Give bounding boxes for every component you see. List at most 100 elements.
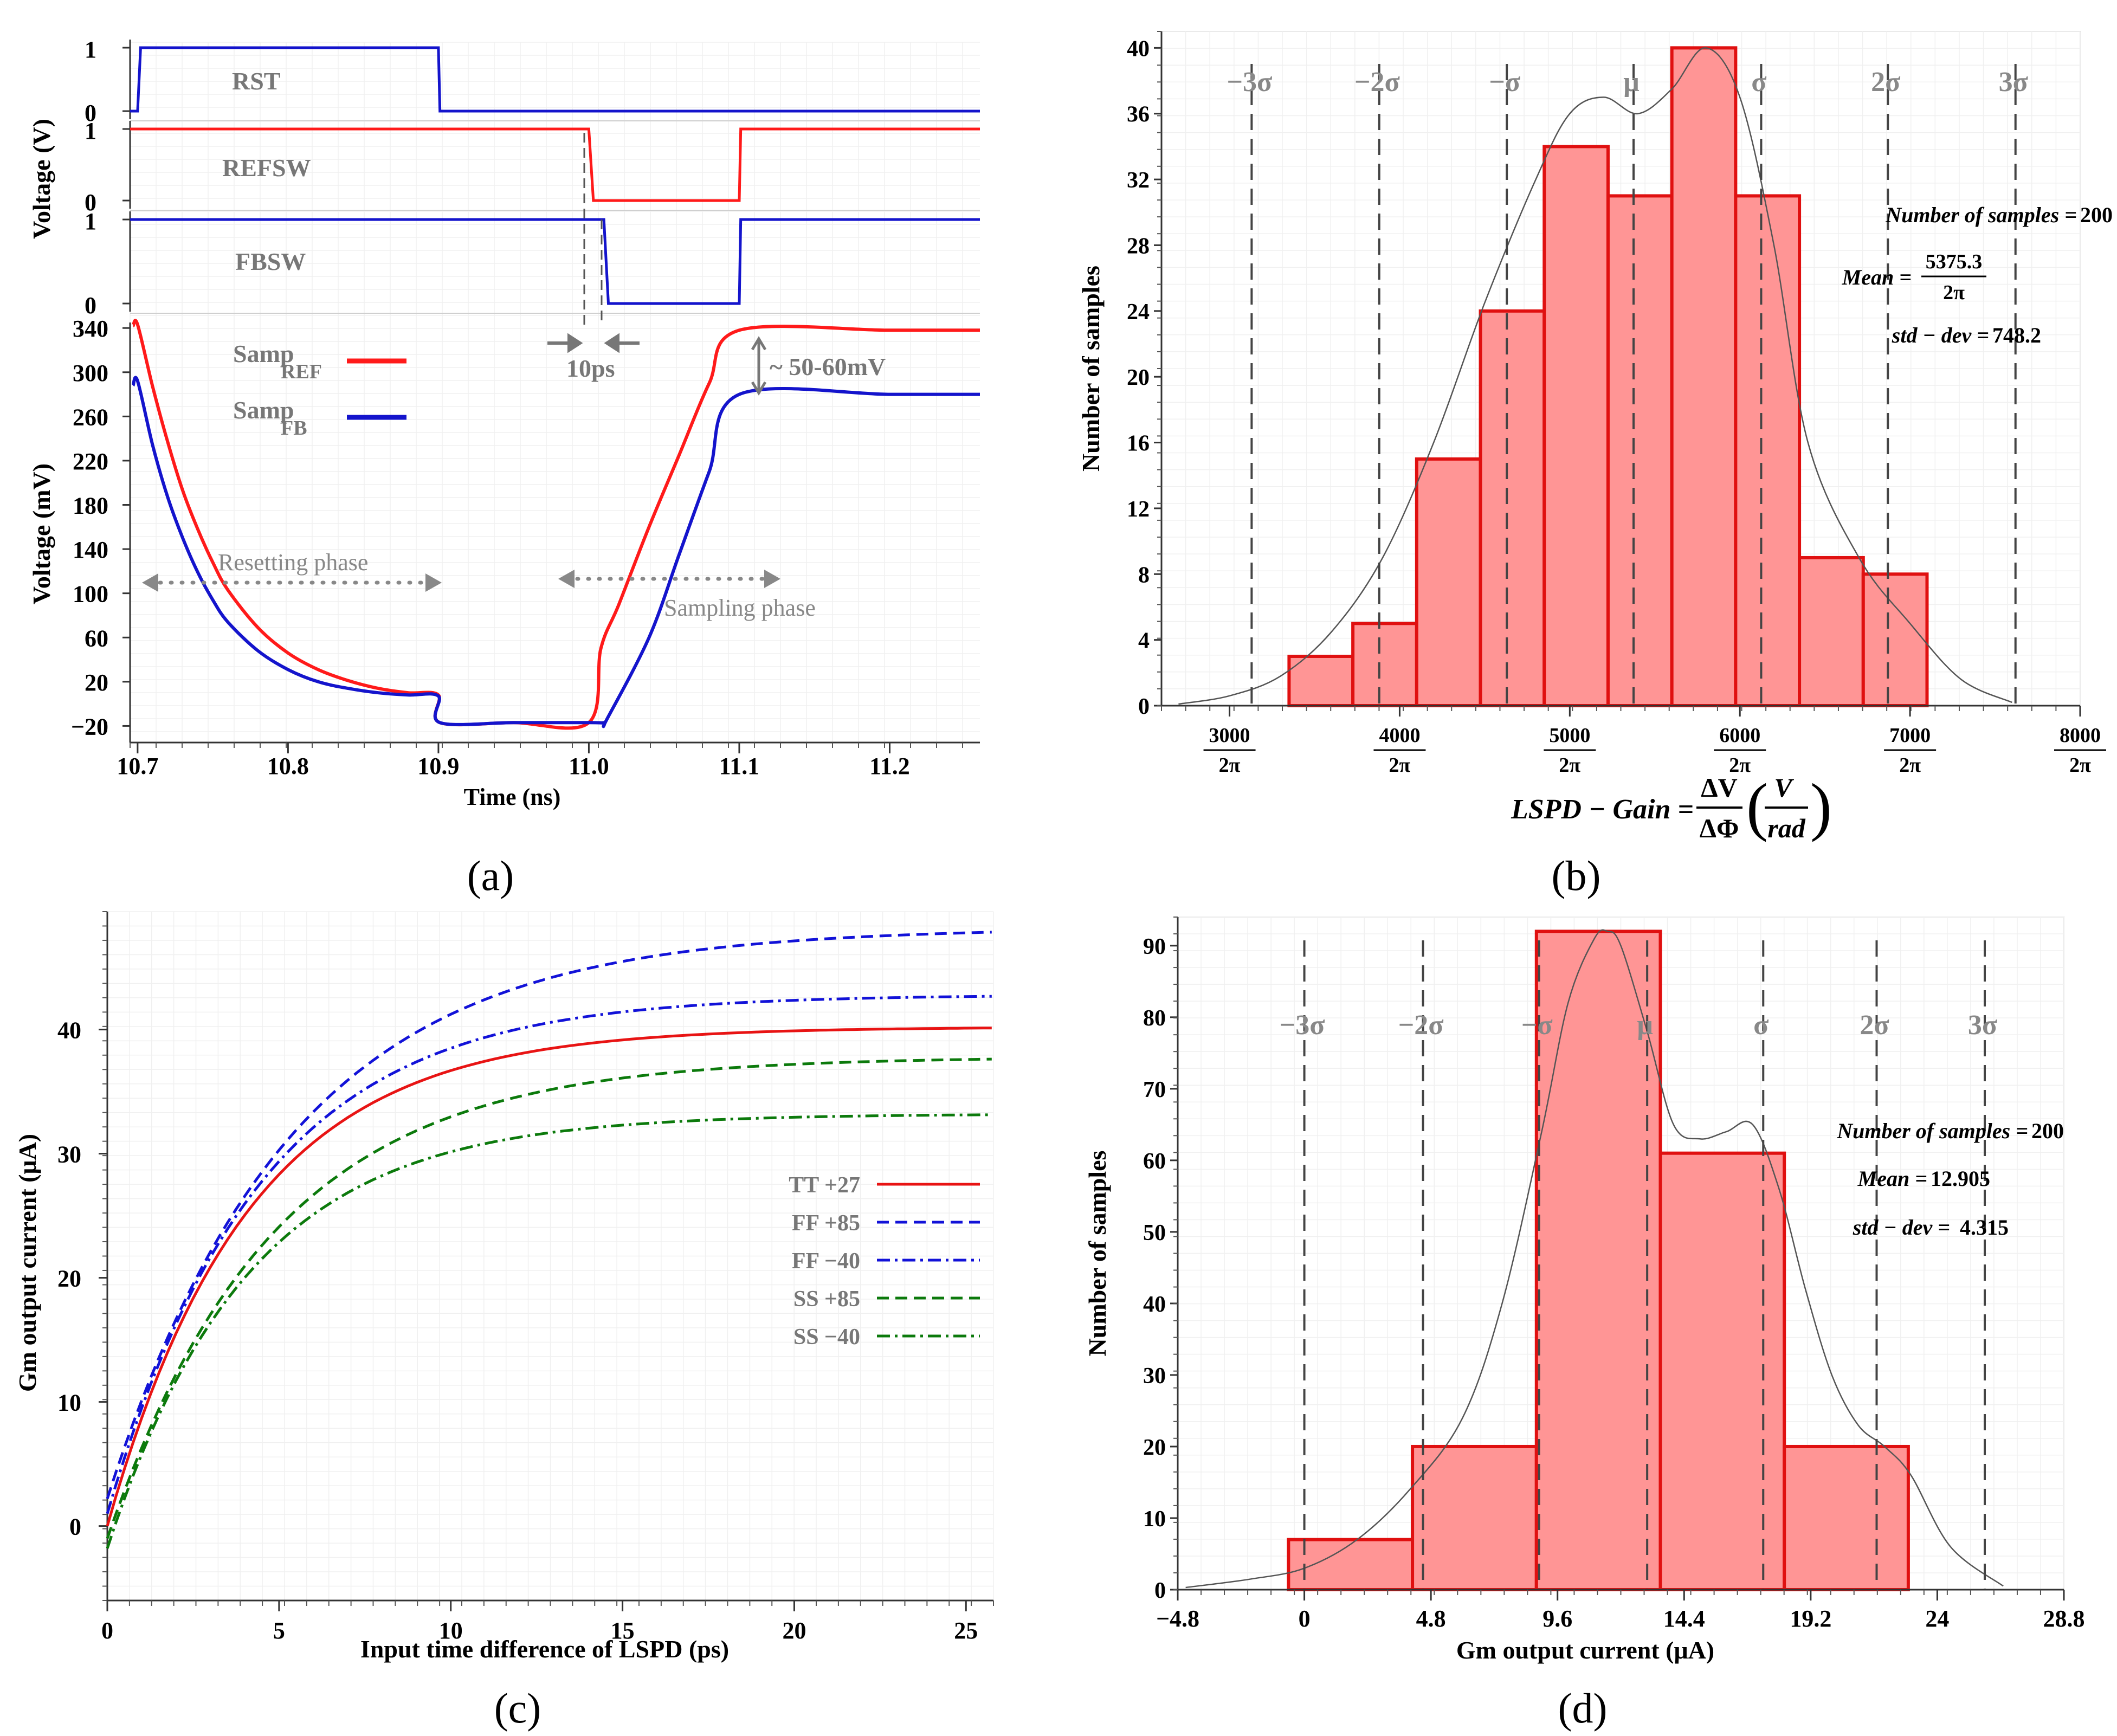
series-line-1 [106,931,992,1499]
series-line-3 [106,1057,992,1539]
x-tick-label-denominator: 2π [1219,754,1241,777]
analog-y-tick-label: 340 [73,315,108,342]
x-tick-label: 10.7 [117,753,158,779]
stat-std-value: 4.315 [1960,1215,2009,1240]
digital-signal-label-rst: RST [232,67,280,95]
y-tick-label: 4 [1138,629,1150,654]
histogram-bar [1351,622,1418,708]
sigma-label: −2σ [1354,67,1400,98]
y-axis-title: Gm output current (μA) [14,1134,41,1392]
sigma-label: 3σ [1999,67,2028,98]
delay-arrow-left [547,333,583,353]
x-tick-label: 4.8 [1416,1605,1446,1632]
y-tick-label: 36 [1127,102,1150,127]
y-tick-label: 70 [1143,1077,1166,1102]
sampling-arrow-head-right [764,570,780,588]
digital-tick-label-high: 1 [85,118,96,144]
analog-y-tick-label: 300 [73,360,108,386]
y-tick-label: 60 [1143,1149,1166,1174]
panel-c: 0 5 10 15 20 25 0 10 20 30 40 Input time difference… [14,911,994,1663]
x-tick-label: 14.4 [1663,1605,1705,1632]
x-axis-title-lhs: LSPD − Gain = [1511,794,1694,825]
digital-signal-rst [130,46,980,113]
y-tick-label: 90 [1143,934,1166,959]
stat-samples-value: 200 [2031,1119,2064,1143]
x-axis-title: Time (ns) [464,784,561,810]
x-tick-label: 11.1 [719,753,760,779]
delay-label: 10ps [566,354,615,382]
y-tick-label: 0 [1138,694,1150,719]
x-tick-label-numerator: 7000 [1889,724,1931,747]
y-tick-label: 8 [1138,563,1150,588]
sigma-label: 3σ [1968,1010,1997,1041]
x-tick-label: 20 [782,1617,806,1644]
panel-label-c: (c) [494,1685,541,1732]
series-line-4 [106,1113,992,1549]
legend-label: SS +85 [793,1287,860,1312]
x-tick-label: −4.8 [1156,1605,1199,1632]
digital-signal-refsw [130,127,980,202]
sampling-label: Sampling phase [664,595,816,621]
y-tick-label: 10 [57,1390,81,1416]
legend-label: FF +85 [792,1211,860,1236]
x-axis-title-denominator: ΔΦ [1700,813,1739,843]
x-tick-label: 10.8 [267,753,309,779]
y-tick-label: 20 [57,1266,81,1292]
histogram-bar [1798,556,1865,708]
histogram-bar [1670,46,1738,708]
stat-mean-label: Mean = [1857,1166,1927,1191]
stat-samples-value: 200 [2080,203,2113,227]
series-line-2 [106,995,992,1514]
histogram-bar [1411,1444,1538,1592]
x-tick-label: 5 [273,1617,285,1644]
digital-signal-label-refsw: REFSW [222,154,311,182]
x-axis-title-close-paren: ) [1810,770,1832,842]
y-tick-label: 10 [1143,1507,1166,1532]
y-tick-label: 0 [1154,1578,1166,1603]
stat-samples-label: Number of samples = [1836,1119,2028,1143]
x-tick-label: 0 [101,1617,113,1644]
panel-b: −3σ −2σ −σ μ σ 2σ 3σ 0 4 8 12 16 20 24 28 32 36 40 3000 2π 4… [1077,31,2113,843]
analog-y-tick-label: 260 [73,404,108,430]
digital-tick-label-low: 0 [85,189,96,216]
x-tick-label: 25 [954,1617,978,1644]
y-axis-title: Number of samples [1077,266,1105,472]
stat-mean-denominator: 2π [1943,281,1965,304]
x-tick-label: 24 [1925,1605,1949,1632]
legend-subscript-fb: FB [281,417,307,440]
sigma-label: −3σ [1280,1010,1325,1041]
density-curve [1185,929,2004,1589]
x-tick-label: 28.8 [2043,1605,2085,1632]
digital-y-axis-title: Voltage (V) [28,119,55,239]
x-tick-label: 10 [439,1617,463,1644]
sigma-label: −2σ [1398,1010,1444,1041]
legend-label: SS −40 [793,1325,860,1350]
x-tick-label: 11.2 [869,753,910,779]
x-tick-label: 10.9 [417,753,459,779]
x-tick-label-denominator: 2π [1389,754,1411,777]
digital-tick-label-high: 1 [85,36,96,63]
sigma-label: μ [1637,1010,1653,1041]
y-tick-label: 40 [57,1017,81,1044]
analog-y-tick-label: 220 [73,448,108,475]
analog-y-tick-label: 20 [85,669,108,696]
x-axis-title-unit-denominator: rad [1767,813,1805,843]
y-tick-label: 12 [1127,497,1150,522]
histogram-bar [1606,194,1674,708]
histogram-bar [1734,194,1802,708]
x-axis-title-numerator: ΔV [1701,772,1737,803]
y-tick-label: 40 [1143,1292,1166,1317]
x-axis-title: Gm output current (μA) [1456,1636,1714,1664]
resetting-arrow-head-left [142,573,158,592]
y-tick-label: 0 [69,1514,81,1540]
digital-signal-fbsw [130,218,980,305]
stat-samples-label: Number of samples = [1885,203,2077,227]
x-tick-label-numerator: 8000 [2060,724,2101,747]
y-tick-label: 24 [1127,300,1150,325]
histogram-bar [1542,145,1610,707]
stat-std-label: std − dev = [1853,1215,1950,1240]
stat-std-value: 748.2 [1992,323,2041,347]
x-tick-label-denominator: 2π [1729,754,1751,777]
resetting-arrow-head-right [425,573,442,592]
